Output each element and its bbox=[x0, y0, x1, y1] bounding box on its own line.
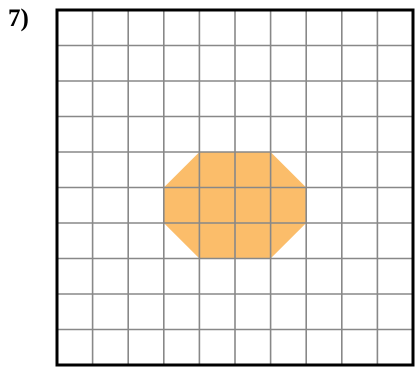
grid-lines bbox=[57, 10, 413, 365]
grid-outer-border bbox=[55, 8, 415, 367]
problem-number: 7) bbox=[8, 5, 29, 32]
grid-border bbox=[55, 8, 415, 367]
